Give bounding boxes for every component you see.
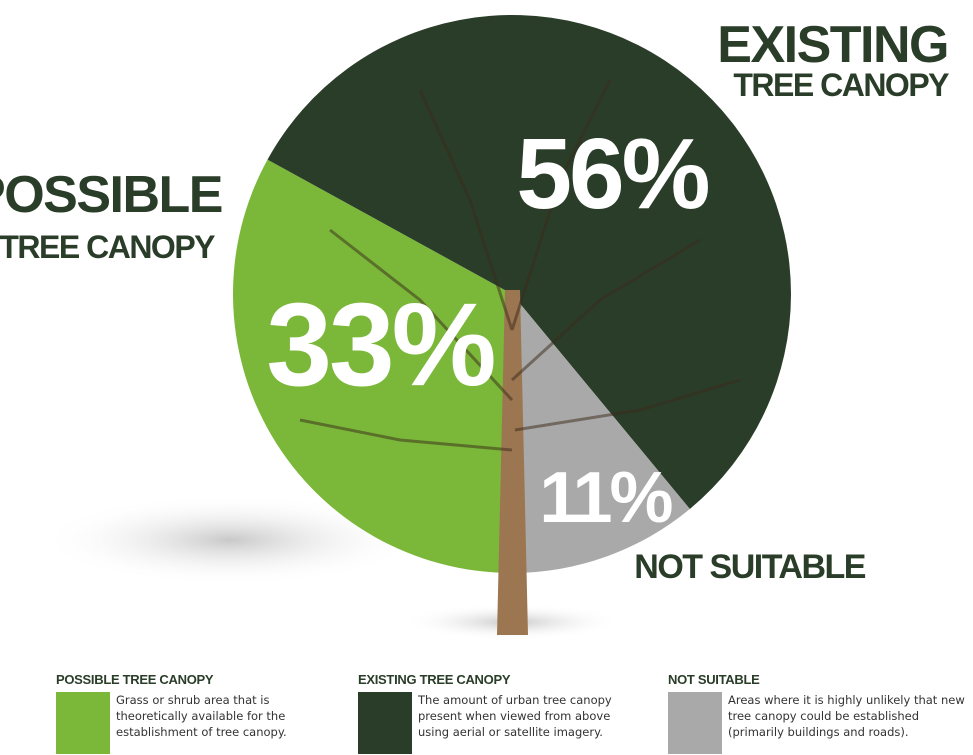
value-label: 33%	[266, 279, 493, 411]
legend-description: Grass or shrub area that is theoreticall…	[116, 692, 316, 740]
legend-title: POSSIBLE TREE CANOPY	[56, 672, 356, 687]
chart: 33%56%11%POSSIBLETREE CANOPYEXISTINGTREE…	[0, 0, 973, 755]
slice-title: TREE CANOPY	[733, 67, 949, 103]
legend-description: The amount of urban tree canopy present …	[418, 692, 618, 740]
legend-swatch	[358, 692, 412, 754]
legend-swatch	[56, 692, 110, 754]
value-label: 56%	[516, 118, 708, 230]
slice-title: POSSIBLE	[0, 166, 222, 224]
legend-title: EXISTING TREE CANOPY	[358, 672, 658, 687]
legend-title: NOT SUITABLE	[668, 672, 968, 687]
legend-description: Areas where it is highly unlikely that n…	[728, 692, 973, 740]
legend-swatch	[668, 692, 722, 754]
infographic: 33%56%11%POSSIBLETREE CANOPYEXISTINGTREE…	[0, 0, 973, 755]
value-label: 11%	[539, 458, 672, 538]
slice-title: NOT SUITABLE	[634, 548, 866, 586]
slice-title: TREE CANOPY	[0, 229, 215, 265]
slice-title: EXISTING	[717, 16, 948, 74]
